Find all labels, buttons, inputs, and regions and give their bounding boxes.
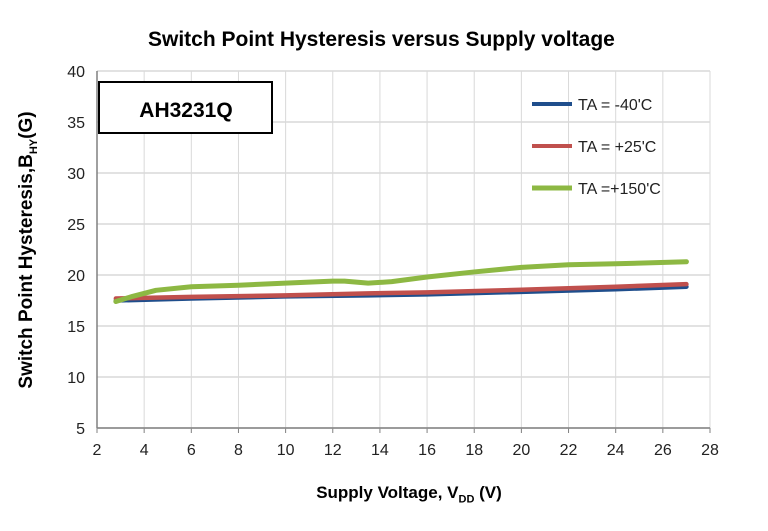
x-tick-label: 4	[140, 442, 149, 459]
y-tick-label: 35	[67, 115, 85, 132]
y-tick-label: 20	[67, 268, 85, 285]
x-tick-label: 12	[324, 442, 342, 459]
x-axis-label: Supply Voltage, VDD (V)	[316, 483, 502, 506]
x-tick-label: 18	[465, 442, 483, 459]
x-tick-label: 26	[654, 442, 672, 459]
x-tick-label: 2	[93, 442, 102, 459]
legend-label: TA =+150'C	[578, 181, 661, 198]
x-tick-label: 14	[371, 442, 389, 459]
series-line-2	[113, 259, 689, 305]
annotation-box	[98, 81, 273, 134]
x-tick-label: 22	[560, 442, 578, 459]
x-tick-label: 8	[234, 442, 243, 459]
x-tick-label: 10	[277, 442, 295, 459]
y-tick-label: 25	[67, 217, 85, 234]
legend-label: TA = +25'C	[578, 139, 656, 156]
y-tick-label: 15	[67, 319, 85, 336]
y-tick-label: 40	[67, 64, 85, 81]
x-tick-label: 24	[607, 442, 625, 459]
x-tick-label: 20	[512, 442, 530, 459]
y-tick-label: 5	[76, 421, 85, 438]
legend-label: TA = -40'C	[578, 97, 652, 114]
y-tick-label: 30	[67, 166, 85, 183]
chart-title: Switch Point Hysteresis versus Supply vo…	[148, 28, 615, 51]
annotation-label: AH3231Q	[139, 99, 232, 122]
x-tick-label: 6	[187, 442, 196, 459]
series-line-1	[113, 281, 689, 301]
x-tick-label: 16	[418, 442, 436, 459]
y-tick-label: 10	[67, 370, 85, 387]
x-tick-label: 28	[701, 442, 719, 459]
